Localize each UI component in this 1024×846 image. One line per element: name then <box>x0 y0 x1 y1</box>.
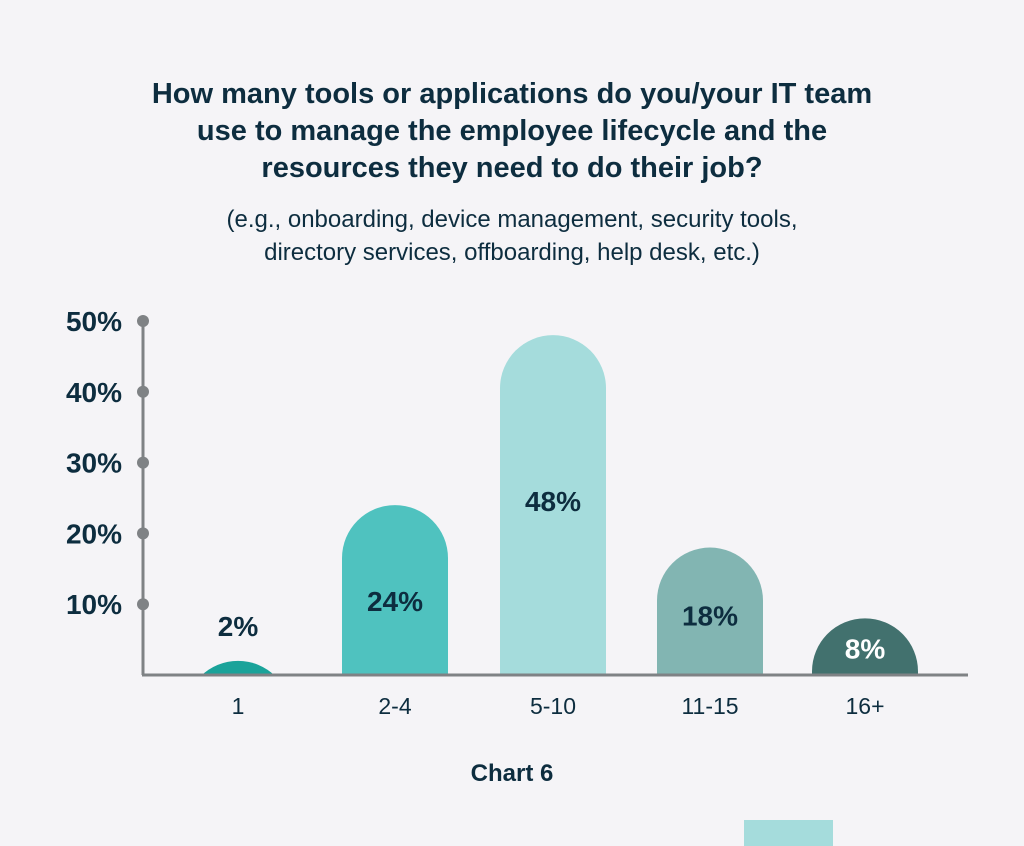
chart-title-line: How many tools or applications do you/yo… <box>151 78 873 110</box>
y-tick-label: 40% <box>66 377 122 408</box>
data-label: 8% <box>845 633 886 664</box>
chart-title-line: resources they need to do their job? <box>261 152 763 184</box>
y-tick-dot <box>137 598 149 611</box>
bar-16+ <box>812 618 918 675</box>
y-tick-dot <box>137 456 149 469</box>
y-tick-label: 20% <box>66 518 122 549</box>
data-label: 2% <box>218 611 259 642</box>
chart-subtitle: (e.g., onboarding, device management, se… <box>62 203 962 269</box>
data-label: 48% <box>525 486 581 517</box>
x-tick-label: 16+ <box>845 693 884 719</box>
y-tick-dot <box>137 385 149 398</box>
bar-5-10 <box>500 335 606 675</box>
y-tick-label: 50% <box>66 306 122 337</box>
data-label: 24% <box>367 586 423 617</box>
decorative-block <box>744 820 833 846</box>
chart-subtitle-line: (e.g., onboarding, device management, se… <box>226 206 798 233</box>
chart-title: How many tools or applications do you/yo… <box>62 76 962 187</box>
y-tick-dot <box>137 315 149 327</box>
chart-caption: Chart 6 <box>470 760 554 787</box>
x-tick-label: 5-10 <box>530 693 576 719</box>
bar-2-4 <box>342 505 448 675</box>
x-tick-label: 1 <box>232 693 245 719</box>
chart-title-line: use to manage the employee lifecycle and… <box>196 115 828 147</box>
chart-subtitle-line: directory services, offboarding, help de… <box>264 239 760 266</box>
data-label: 18% <box>682 601 738 632</box>
x-tick-label: 2-4 <box>378 693 411 719</box>
bar-1 <box>200 660 276 676</box>
y-tick-label: 10% <box>66 589 122 620</box>
y-tick-label: 30% <box>66 448 122 479</box>
bar-11-15 <box>657 547 763 675</box>
y-tick-dot <box>137 527 149 540</box>
x-tick-label: 11-15 <box>681 693 738 719</box>
